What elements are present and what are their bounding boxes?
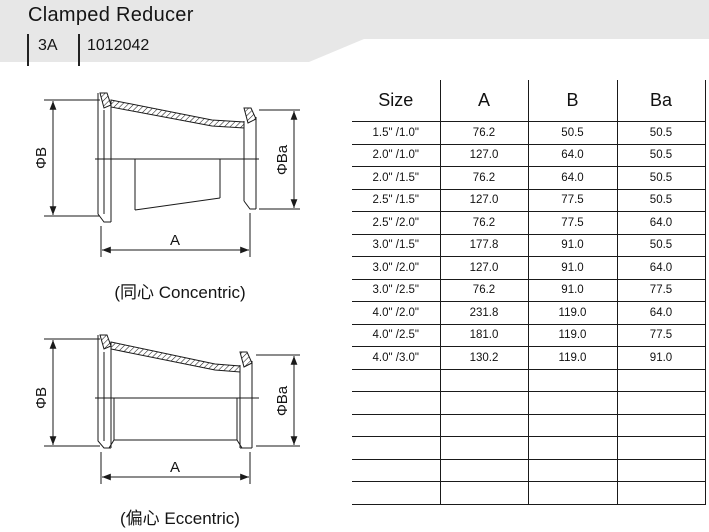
value-cell: 64.0 bbox=[616, 211, 706, 235]
part-number: 1012042 bbox=[87, 37, 150, 54]
eccentric-drawing: ΦB ΦBa A bbox=[33, 334, 300, 484]
value-cell: 50.5 bbox=[616, 144, 706, 167]
phi-ba-label: ΦBa bbox=[274, 385, 291, 416]
table-row-empty bbox=[352, 481, 706, 505]
value-cell: 181.0 bbox=[439, 324, 528, 347]
dimension-phi-b: ΦB bbox=[33, 99, 100, 217]
value-cell: 119.0 bbox=[527, 301, 617, 325]
standard-label: 3A bbox=[38, 37, 58, 54]
dimension-table: Size A B Ba 1.5" /1.0" 76.2 50.5 50.5 2.… bbox=[352, 80, 706, 505]
table-row: 4.0" /3.0" 130.2 119.0 91.0 bbox=[352, 346, 706, 370]
technical-drawings: ΦB ΦBa A bbox=[33, 92, 300, 484]
table-row: 2.0" /1.5" 76.2 64.0 50.5 bbox=[352, 166, 706, 190]
value-cell: 77.5 bbox=[527, 211, 617, 235]
size-cell: 2.5" /1.5" bbox=[352, 189, 440, 212]
table-row-empty bbox=[352, 391, 706, 415]
dimension-phi-ba: ΦBa bbox=[259, 109, 300, 210]
ferrule-lip bbox=[239, 351, 253, 368]
value-cell: 177.8 bbox=[439, 234, 528, 257]
value-cell: 130.2 bbox=[439, 346, 528, 370]
phi-ba-label: ΦBa bbox=[274, 144, 291, 175]
table-row: 4.0" /2.5" 181.0 119.0 77.5 bbox=[352, 324, 706, 347]
value-cell: 76.2 bbox=[439, 121, 528, 145]
dimension-phi-ba: ΦBa bbox=[256, 354, 300, 447]
reducer-wall bbox=[110, 341, 241, 373]
value-cell: 76.2 bbox=[439, 211, 528, 235]
column-header-a: A bbox=[439, 80, 528, 122]
divider-bar bbox=[78, 34, 80, 66]
header-band bbox=[0, 0, 709, 62]
value-cell: 77.5 bbox=[527, 189, 617, 212]
value-cell: 77.5 bbox=[616, 279, 706, 302]
ferrule-lip bbox=[99, 334, 112, 350]
dimension-a: A bbox=[100, 452, 251, 484]
table-row-empty bbox=[352, 369, 706, 392]
concentric-drawing: ΦB ΦBa A bbox=[33, 92, 300, 257]
value-cell: 91.0 bbox=[527, 279, 617, 302]
value-cell: 50.5 bbox=[527, 121, 617, 145]
table-row: 2.5" /1.5" 127.0 77.5 50.5 bbox=[352, 189, 706, 212]
table-header-row: Size A B Ba bbox=[352, 80, 706, 122]
size-cell: 1.5" /1.0" bbox=[352, 121, 440, 145]
header-subline: 3A 1012042 bbox=[0, 33, 360, 66]
value-cell: 77.5 bbox=[616, 324, 706, 347]
value-cell: 64.0 bbox=[527, 144, 617, 167]
value-cell: 50.5 bbox=[616, 166, 706, 190]
value-cell: 119.0 bbox=[527, 346, 617, 370]
size-cell: 2.0" /1.0" bbox=[352, 144, 440, 167]
column-header-size: Size bbox=[352, 80, 440, 122]
size-cell: 2.0" /1.5" bbox=[352, 166, 440, 190]
size-cell: 4.0" /2.0" bbox=[352, 301, 440, 325]
page-title: Clamped Reducer bbox=[28, 4, 194, 26]
dimension-a: A bbox=[100, 213, 251, 257]
value-cell: 127.0 bbox=[439, 256, 528, 280]
column-header-ba: Ba bbox=[616, 80, 706, 122]
value-cell: 91.0 bbox=[616, 346, 706, 370]
value-cell: 50.5 bbox=[616, 189, 706, 212]
value-cell: 76.2 bbox=[439, 166, 528, 190]
value-cell: 64.0 bbox=[527, 166, 617, 190]
value-cell: 127.0 bbox=[439, 189, 528, 212]
table-row: 1.5" /1.0" 76.2 50.5 50.5 bbox=[352, 121, 706, 145]
table-row: 3.0" /2.0" 127.0 91.0 64.0 bbox=[352, 256, 706, 280]
table-row: 3.0" /1.5" 177.8 91.0 50.5 bbox=[352, 234, 706, 257]
table-row-empty bbox=[352, 436, 706, 460]
value-cell: 127.0 bbox=[439, 144, 528, 167]
size-cell: 3.0" /1.5" bbox=[352, 234, 440, 257]
dimension-phi-b: ΦB bbox=[33, 338, 100, 447]
a-label: A bbox=[170, 232, 180, 249]
concentric-caption: (同心 Concentric) bbox=[114, 283, 246, 302]
size-cell: 4.0" /3.0" bbox=[352, 346, 440, 370]
value-cell: 91.0 bbox=[527, 256, 617, 280]
value-cell: 231.8 bbox=[439, 301, 528, 325]
eccentric-caption: (偏心 Eccentric) bbox=[120, 509, 240, 528]
ferrule-lip bbox=[243, 107, 257, 124]
size-cell: 3.0" /2.0" bbox=[352, 256, 440, 280]
value-cell: 50.5 bbox=[616, 234, 706, 257]
a-label: A bbox=[170, 459, 180, 476]
value-cell: 76.2 bbox=[439, 279, 528, 302]
size-cell: 4.0" /2.5" bbox=[352, 324, 440, 347]
value-cell: 64.0 bbox=[616, 256, 706, 280]
table-row: 3.0" /2.5" 76.2 91.0 77.5 bbox=[352, 279, 706, 302]
table-row: 2.0" /1.0" 127.0 64.0 50.5 bbox=[352, 144, 706, 167]
table-row: 4.0" /2.0" 231.8 119.0 64.0 bbox=[352, 301, 706, 325]
value-cell: 64.0 bbox=[616, 301, 706, 325]
table-row: 2.5" /2.0" 76.2 77.5 64.0 bbox=[352, 211, 706, 235]
table-row-empty bbox=[352, 414, 706, 437]
value-cell: 119.0 bbox=[527, 324, 617, 347]
phi-b-label: ΦB bbox=[33, 147, 50, 169]
divider-bar bbox=[27, 34, 29, 66]
value-cell: 91.0 bbox=[527, 234, 617, 257]
size-cell: 2.5" /2.0" bbox=[352, 211, 440, 235]
header-band-shape bbox=[0, 0, 709, 62]
phi-b-label: ΦB bbox=[33, 387, 50, 409]
ferrule-lip bbox=[99, 92, 112, 109]
column-header-b: B bbox=[527, 80, 617, 122]
reducer-wall bbox=[110, 99, 245, 129]
size-cell: 3.0" /2.5" bbox=[352, 279, 440, 302]
table-row-empty bbox=[352, 459, 706, 482]
value-cell: 50.5 bbox=[616, 121, 706, 145]
